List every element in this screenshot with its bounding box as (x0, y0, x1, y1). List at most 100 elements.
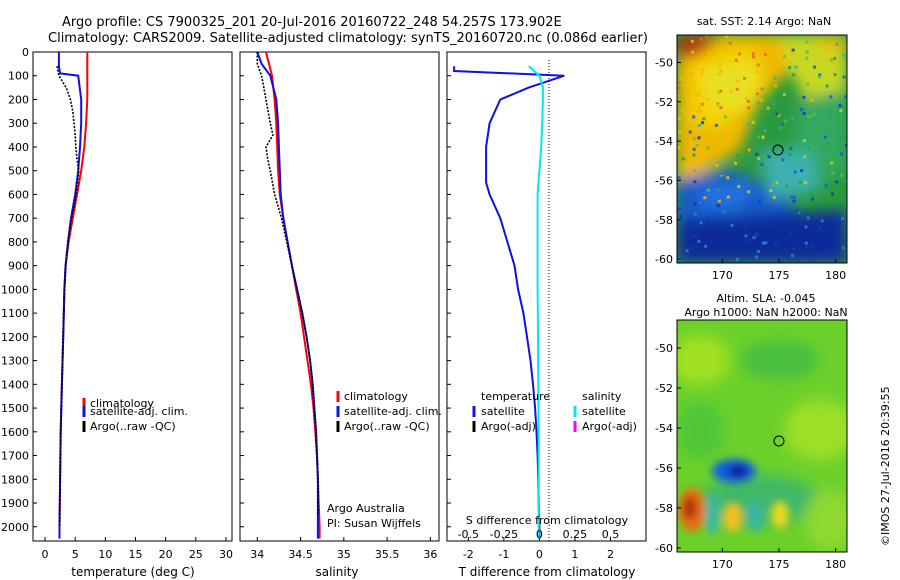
sst-pixel (807, 147, 811, 151)
sst-pixel (769, 189, 773, 193)
sst-pixel (845, 144, 847, 147)
sst-pixel (736, 153, 740, 157)
sst-pixel (771, 183, 775, 187)
sst-pixel (693, 212, 697, 216)
sst-pixel (718, 136, 722, 140)
depth-tick-label: 300 (8, 117, 29, 130)
sst-pixel (764, 241, 768, 245)
sst-pixel (797, 211, 801, 214)
salinity-series (256, 51, 321, 539)
map-y-tick-label: -52 (655, 96, 673, 109)
sst-pixel (800, 58, 804, 62)
series-line (56, 66, 80, 527)
sst-pixel (789, 233, 793, 237)
sst-pixel (791, 48, 795, 52)
sst-pixel (806, 167, 809, 171)
s-difference-label: S difference from climatology (466, 514, 629, 527)
sst-pixel (809, 193, 813, 196)
sst-pixel (838, 104, 842, 108)
sst-pixel (840, 152, 844, 156)
sst-pixel (737, 127, 741, 131)
depth-tick-label: 1700 (1, 450, 29, 463)
temperature-series (56, 52, 89, 539)
sst-pixel (719, 106, 723, 109)
sst-pixel (686, 93, 690, 97)
sst-pixel (838, 35, 842, 39)
sst-pixel (697, 240, 701, 243)
map-y-tick-label: -54 (655, 135, 673, 148)
sst-pixel (788, 52, 792, 56)
series-line (528, 65, 544, 539)
sst-pixel (678, 207, 682, 211)
sst-pixel (756, 101, 760, 105)
sst-pixel (757, 200, 761, 204)
sst-pixel (747, 190, 751, 194)
sst-pixel (844, 136, 847, 140)
sst-pixel (842, 75, 846, 79)
sst-pixel (752, 55, 755, 59)
sst-pixel (685, 249, 689, 253)
sst-pixel (761, 136, 765, 139)
sst-pixel (797, 258, 800, 262)
sst-pixel (755, 70, 759, 74)
sst-pixel (810, 98, 814, 102)
map-x-tick-label: 175 (769, 269, 790, 282)
sst-pixel (680, 76, 684, 80)
sst-pixel (744, 96, 748, 100)
map-y-tick-label: -58 (655, 214, 673, 227)
sst-pixel (791, 116, 795, 120)
sst-pixel (736, 257, 739, 261)
depth-tick-label: 1600 (1, 426, 29, 439)
sst-pixel (707, 51, 711, 55)
sst-pixel (806, 82, 810, 86)
sst-pixel (692, 115, 696, 119)
sst-pixel (677, 258, 681, 262)
sst-argo-marker (772, 144, 784, 156)
sst-pixel (838, 170, 842, 174)
x-tick-label: 2 (607, 548, 614, 561)
map-x-tick-label: 180 (825, 558, 846, 571)
sst-pixel (719, 68, 723, 72)
difference-legend: temperature salinity satellite Argo(-adj… (472, 390, 637, 433)
sst-pixel (678, 130, 682, 133)
sst-pixel (804, 241, 808, 245)
sst-pixel (734, 58, 738, 62)
sst-pixel (804, 213, 808, 217)
sst-pixel (698, 124, 702, 127)
salinity-xlabel: salinity (315, 565, 358, 579)
sst-pixel (835, 42, 839, 46)
s-tick-label: 0.25 (563, 528, 588, 541)
x-tick-label: 34.5 (288, 548, 313, 561)
sst-pixel (824, 184, 828, 188)
sst-pixel (763, 129, 767, 133)
depth-tick-label: 2000 (1, 521, 29, 534)
sst-pixel (729, 175, 733, 179)
sst-pixel (800, 169, 804, 173)
sst-pixel (791, 254, 794, 258)
sst-pixel (762, 179, 766, 183)
sla-map-panel: Altim. SLA: -0.045 Argo h1000: NaN h2000… (655, 292, 848, 571)
x-tick-label: 20 (159, 548, 173, 561)
sla-map-title: Altim. SLA: -0.045 (716, 292, 815, 305)
sst-pixel (699, 37, 703, 41)
sst-pixel (803, 155, 807, 159)
salinity-depth-ticks (240, 51, 244, 528)
depth-tick-label: 1200 (1, 331, 29, 344)
sst-pixel (803, 139, 807, 142)
sst-map-panel: sat. SST: 2.14 Argo: NaN 170 175 180 -50 -52… (655, 15, 848, 282)
sst-pixel (703, 196, 707, 200)
sst-pixel (794, 65, 798, 69)
legend-satellite: satellite-adj. clim. (90, 405, 188, 418)
depth-tick-label: 500 (8, 165, 29, 178)
sst-pixel (700, 102, 704, 106)
temperature-xlabel: temperature (deg C) (71, 565, 194, 579)
sst-pixel (828, 113, 831, 117)
sst-pixel (743, 76, 747, 80)
depth-tick-label: 1900 (1, 497, 29, 510)
sst-pixel (692, 137, 696, 140)
temperature-legend: climatology satellite-adj. clim. Argo(..… (82, 397, 188, 433)
sst-pixel (702, 117, 706, 121)
temperature-axis-ticks: 0 5 10 15 20 25 30 (42, 537, 233, 561)
sst-pixel (782, 93, 786, 96)
